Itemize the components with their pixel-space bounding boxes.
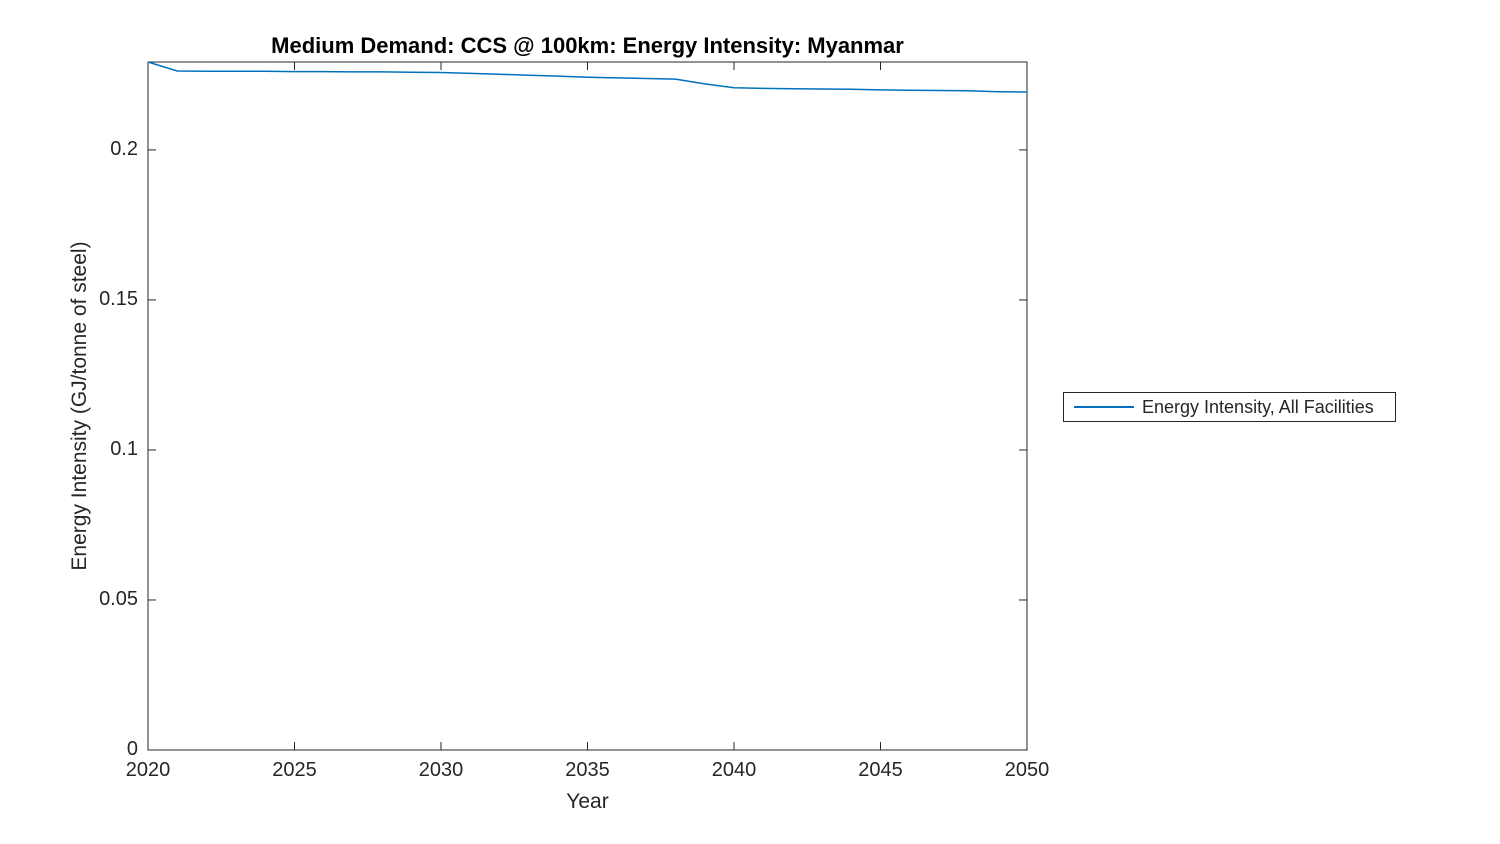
x-tick-label: 2040 bbox=[711, 759, 757, 781]
legend: Energy Intensity, All Facilities bbox=[1063, 392, 1396, 422]
x-tick-label: 2020 bbox=[125, 759, 171, 781]
y-tick-label: 0 bbox=[126, 738, 138, 760]
axes-box bbox=[147, 61, 1028, 751]
x-tick-label: 2030 bbox=[418, 759, 464, 781]
y-tick-label: 0.2 bbox=[110, 137, 138, 160]
x-tick-label: 2050 bbox=[1004, 759, 1050, 781]
chart-title: Medium Demand: CCS @ 100km: Energy Inten… bbox=[271, 33, 904, 58]
y-tick-label: 0.1 bbox=[110, 437, 138, 460]
energy-intensity-line bbox=[147, 61, 1028, 93]
x-tick-label: 2045 bbox=[858, 759, 903, 781]
x-tick-label: 2025 bbox=[272, 759, 317, 781]
legend-line-sample bbox=[1074, 406, 1134, 408]
y-tick-label: 0.05 bbox=[99, 587, 138, 610]
x-tick-label: 2035 bbox=[565, 759, 610, 781]
legend-label: Energy Intensity, All Facilities bbox=[1142, 396, 1374, 417]
x-axis-label: Year bbox=[566, 790, 609, 813]
y-tick-label: 0.15 bbox=[99, 287, 138, 310]
